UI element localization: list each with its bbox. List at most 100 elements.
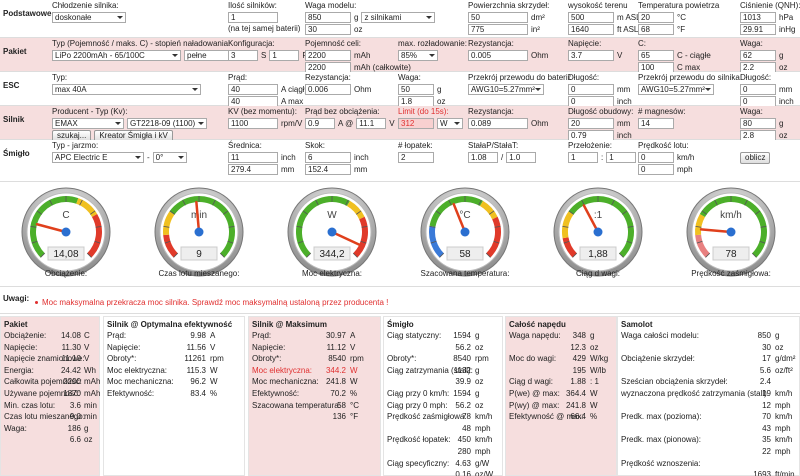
input-control[interactable]: 1100 <box>228 118 278 129</box>
unit-label: hPa <box>779 12 794 22</box>
input-control[interactable]: 0 <box>568 84 614 95</box>
input-control[interactable]: 152.4 <box>305 164 351 175</box>
gauge-label: Ciąg d wagi: <box>576 269 620 278</box>
select-control[interactable]: 85% <box>398 50 438 61</box>
field-row: EMAX GT2218-09 (1100) <box>52 118 207 129</box>
input-control[interactable]: 20 <box>568 118 614 129</box>
select-control[interactable]: EMAX <box>52 118 124 129</box>
input-control[interactable]: 14 <box>638 118 674 129</box>
result-value: 8540 <box>328 354 346 364</box>
field-label: Rezystancja: <box>468 107 514 116</box>
select-control[interactable]: GT2218-09 (1100) <box>127 118 207 129</box>
result-value: 11261 <box>184 354 206 364</box>
input-control[interactable]: 1013 <box>740 12 776 23</box>
select-control[interactable]: W <box>437 118 463 129</box>
input-control[interactable]: 6 <box>305 152 351 163</box>
result-unit: mph <box>475 423 491 433</box>
section-label: Pakiet <box>3 47 27 56</box>
field: Waga: 50 g 1.8 oz <box>398 73 445 107</box>
field-row: 0 mm <box>568 84 630 95</box>
input-control[interactable]: 0.005 <box>468 50 528 61</box>
input-control[interactable]: 0 <box>638 164 674 175</box>
input-control[interactable]: 500 <box>568 12 614 23</box>
input-control[interactable]: 29.91 <box>740 24 776 35</box>
input-control[interactable]: 11.1 <box>356 118 387 129</box>
input-control[interactable]: 2 <box>398 152 434 163</box>
select-control[interactable]: max 40A <box>52 84 201 95</box>
field-label: # łopatek: <box>398 141 433 150</box>
field: Typ (Pojemność / maks. C) - stopień nała… <box>52 39 238 61</box>
input-control[interactable]: 3 <box>228 50 258 61</box>
input-control[interactable]: 40 <box>228 84 278 95</box>
select-control[interactable]: LiPo 2200mAh - 65/100C <box>52 50 181 61</box>
field-label: Waga: <box>740 39 763 48</box>
input-control[interactable]: 1 <box>568 152 598 163</box>
select-control[interactable]: 0° <box>152 152 187 163</box>
input-control[interactable]: 279.4 <box>228 164 278 175</box>
input-control[interactable]: 850 <box>305 12 351 23</box>
input-control[interactable]: 50 <box>398 84 434 95</box>
result-label: Energia: <box>4 365 34 375</box>
button-control[interactable]: oblicz <box>740 152 771 164</box>
gauge-band <box>562 237 577 258</box>
gauge-band <box>163 211 175 236</box>
gauge-needle <box>452 202 467 234</box>
input-control[interactable]: 50 <box>468 12 528 23</box>
input-control[interactable]: 11 <box>228 152 278 163</box>
result-value: 8540 <box>453 354 471 364</box>
input-control[interactable]: 0 <box>638 152 674 163</box>
result-value: 70.2 <box>330 389 346 398</box>
field: Długość: 0 mm 0 inch <box>568 73 632 107</box>
unit-label: mm <box>617 118 631 128</box>
input-control[interactable]: 0.9 <box>305 118 335 129</box>
field: Ciśnienie (QNH): 1013 hPa 29.91 inHg <box>740 1 800 35</box>
result-column: Pakiet Obciążenie: 14.08 C Napięcie: 11.30 V Na… <box>0 316 100 476</box>
input-control[interactable]: 3.7 <box>568 50 614 61</box>
select-control[interactable]: doskonałe <box>52 12 126 23</box>
gauge-band <box>76 198 98 218</box>
result-value: 9.98 <box>190 331 206 340</box>
input-control[interactable]: 0.006 <box>305 84 351 95</box>
input-control[interactable]: 312 <box>398 118 434 129</box>
input-control[interactable]: 1640 <box>568 24 614 35</box>
input-control[interactable]: 775 <box>468 24 528 35</box>
unit-label: V <box>617 50 623 60</box>
input-control[interactable]: 20 <box>638 12 674 23</box>
field-row: szukaj... Kreator Śmigła i kV <box>52 130 173 142</box>
input-control[interactable]: 62 <box>740 50 776 61</box>
result-value: 3.6 <box>69 400 81 410</box>
field: Temperatura powietrza 20 °C 68 °F <box>638 1 719 35</box>
result-value: 78 <box>462 412 471 422</box>
result-label: Moc elektryczna: <box>107 365 168 375</box>
gauge-label: Szacowana temperatura: <box>421 269 510 278</box>
field-row: 80 g <box>740 118 783 129</box>
gauge-tick <box>227 240 234 244</box>
unit-label: g <box>354 12 359 22</box>
input-control[interactable]: 30 <box>305 24 351 35</box>
input-control[interactable]: 1.0 <box>506 152 537 163</box>
input-control[interactable]: 1.08 <box>468 152 498 163</box>
gauge-band <box>87 214 102 258</box>
input-control[interactable]: 0.089 <box>468 118 528 129</box>
input-control[interactable]: 0 <box>740 84 776 95</box>
input-control[interactable]: 1 <box>269 50 300 61</box>
gauge-tick <box>695 225 702 228</box>
select-control[interactable]: AWG10=5.27mm² <box>638 84 714 95</box>
field-label: Typ: <box>52 73 68 82</box>
unit-label: oz <box>779 130 788 140</box>
result-unit: g <box>84 423 89 433</box>
unit-label: m ASL <box>617 12 641 22</box>
select-control[interactable]: z silnikami <box>361 12 436 23</box>
input-control[interactable]: 2200 <box>305 50 351 61</box>
select-control[interactable]: AWG10=5.27mm² <box>468 84 544 95</box>
select-control[interactable]: APC Electric E <box>52 152 144 163</box>
input-control[interactable]: 65 <box>638 50 674 61</box>
input-control[interactable]: 1 <box>606 152 637 163</box>
field-label: Długość: <box>740 73 772 82</box>
input-control[interactable]: 1 <box>228 12 278 23</box>
result-label: Obroty*: <box>107 354 137 364</box>
field-row: 85% <box>398 50 438 61</box>
input-control[interactable]: 80 <box>740 118 776 129</box>
input-control[interactable]: 68 <box>638 24 674 35</box>
gauge-tick <box>40 252 46 258</box>
